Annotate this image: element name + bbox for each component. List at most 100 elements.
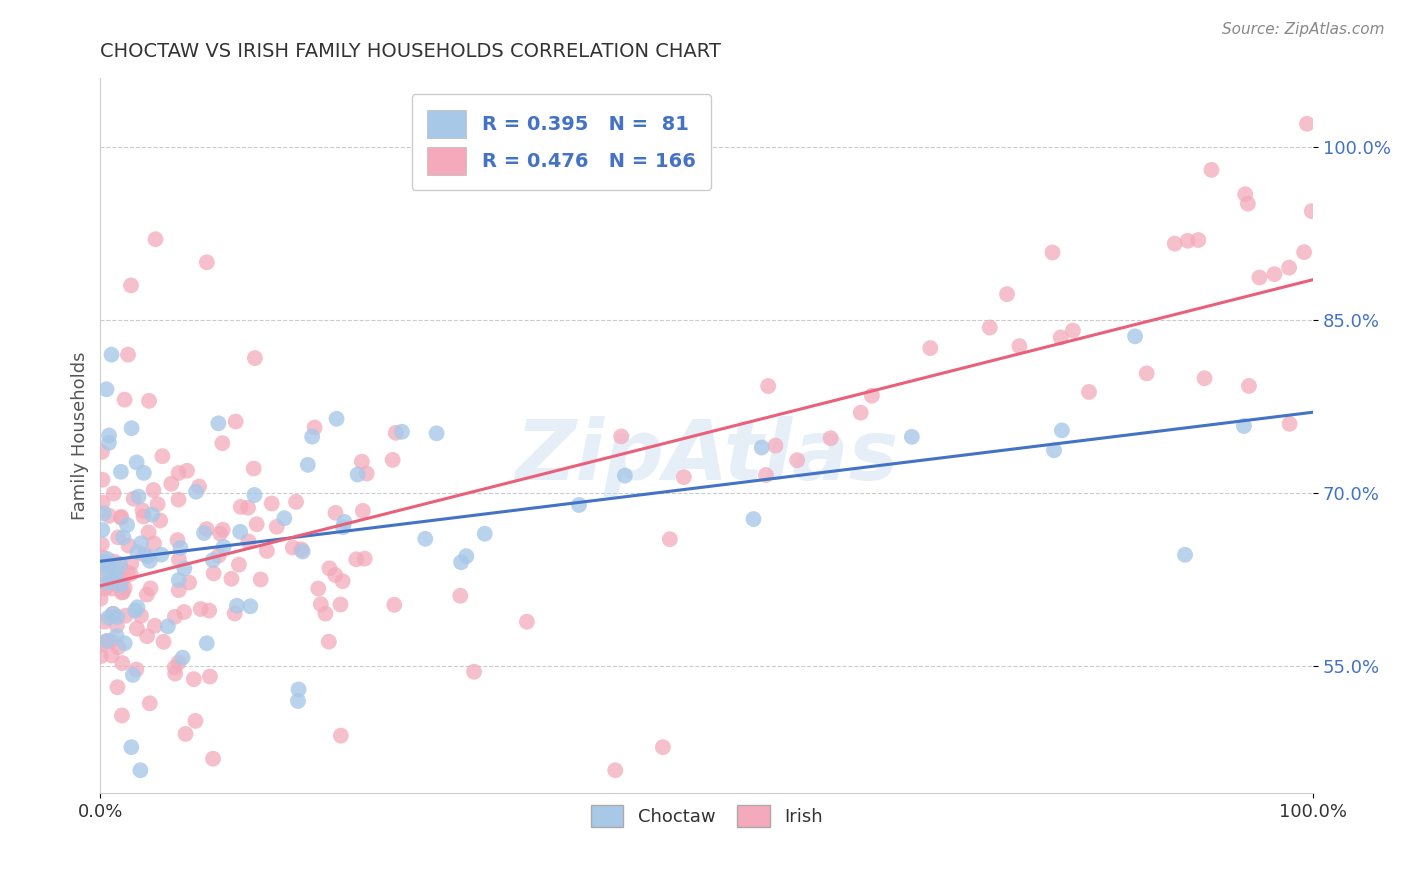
Point	[291, 544, 314, 558]
Point	[135, 588, 157, 602]
Text: CHOCTAW VS IRISH FAMILY HOUSEHOLDS CORRELATION CHART: CHOCTAW VS IRISH FAMILY HOUSEHOLDS CORRE…	[100, 42, 721, 61]
Point	[91, 637, 114, 651]
Point	[111, 572, 134, 586]
Point	[90, 445, 112, 459]
Point	[91, 496, 114, 510]
Point	[110, 510, 132, 524]
Point	[114, 392, 136, 407]
Point	[920, 341, 942, 355]
Point	[281, 541, 304, 555]
Point	[202, 566, 225, 581]
Point	[167, 583, 190, 598]
Point	[167, 466, 190, 480]
Point	[139, 696, 162, 710]
Point	[131, 503, 153, 517]
Point	[117, 348, 139, 362]
Point	[121, 421, 143, 435]
Point	[1164, 236, 1187, 251]
Point	[285, 495, 308, 509]
Point	[96, 634, 118, 648]
Point	[127, 600, 149, 615]
Point	[146, 497, 169, 511]
Point	[307, 582, 329, 596]
Point	[325, 506, 347, 520]
Point	[226, 599, 249, 613]
Point	[167, 552, 190, 566]
Point	[90, 649, 112, 664]
Point	[120, 740, 142, 755]
Point	[122, 491, 145, 506]
Point	[301, 430, 323, 444]
Point	[1234, 187, 1257, 202]
Point	[1049, 330, 1071, 344]
Point	[149, 514, 172, 528]
Point	[516, 615, 538, 629]
Point	[104, 564, 127, 578]
Point	[195, 636, 218, 650]
Point	[103, 555, 125, 569]
Point	[141, 508, 163, 522]
Point	[100, 634, 122, 648]
Point	[332, 520, 354, 534]
Point	[1194, 371, 1216, 385]
Point	[142, 483, 165, 497]
Point	[243, 351, 266, 365]
Point	[156, 619, 179, 633]
Point	[195, 522, 218, 536]
Point	[125, 663, 148, 677]
Point	[605, 764, 627, 778]
Point	[98, 508, 121, 523]
Point	[128, 490, 150, 504]
Point	[1078, 384, 1101, 399]
Point	[613, 468, 636, 483]
Point	[91, 550, 114, 565]
Point	[167, 492, 190, 507]
Point	[207, 417, 229, 431]
Point	[114, 636, 136, 650]
Point	[325, 411, 347, 425]
Point	[463, 665, 485, 679]
Point	[195, 255, 218, 269]
Point	[122, 668, 145, 682]
Point	[332, 574, 354, 589]
Point	[1043, 443, 1066, 458]
Point	[849, 406, 872, 420]
Point	[103, 486, 125, 500]
Point	[756, 379, 779, 393]
Point	[112, 530, 135, 544]
Point	[658, 533, 681, 547]
Point	[193, 526, 215, 541]
Point	[105, 618, 128, 632]
Point	[385, 425, 408, 440]
Point	[1008, 339, 1031, 353]
Point	[120, 556, 142, 570]
Point	[108, 558, 131, 572]
Point	[108, 557, 131, 571]
Point	[96, 576, 118, 591]
Point	[136, 549, 159, 564]
Point	[1050, 423, 1073, 437]
Point	[1177, 234, 1199, 248]
Point	[143, 536, 166, 550]
Point	[474, 526, 496, 541]
Point	[198, 669, 221, 683]
Point	[318, 561, 340, 575]
Point	[97, 435, 120, 450]
Point	[344, 552, 367, 566]
Point	[1042, 245, 1064, 260]
Point	[163, 660, 186, 674]
Point	[456, 549, 478, 563]
Point	[1249, 270, 1271, 285]
Point	[1233, 419, 1256, 434]
Point	[105, 629, 128, 643]
Point	[105, 610, 128, 624]
Point	[751, 441, 773, 455]
Point	[107, 680, 129, 694]
Point	[172, 650, 194, 665]
Point	[114, 581, 136, 595]
Point	[183, 672, 205, 686]
Point	[426, 426, 449, 441]
Point	[304, 420, 326, 434]
Point	[568, 498, 591, 512]
Point	[229, 500, 252, 514]
